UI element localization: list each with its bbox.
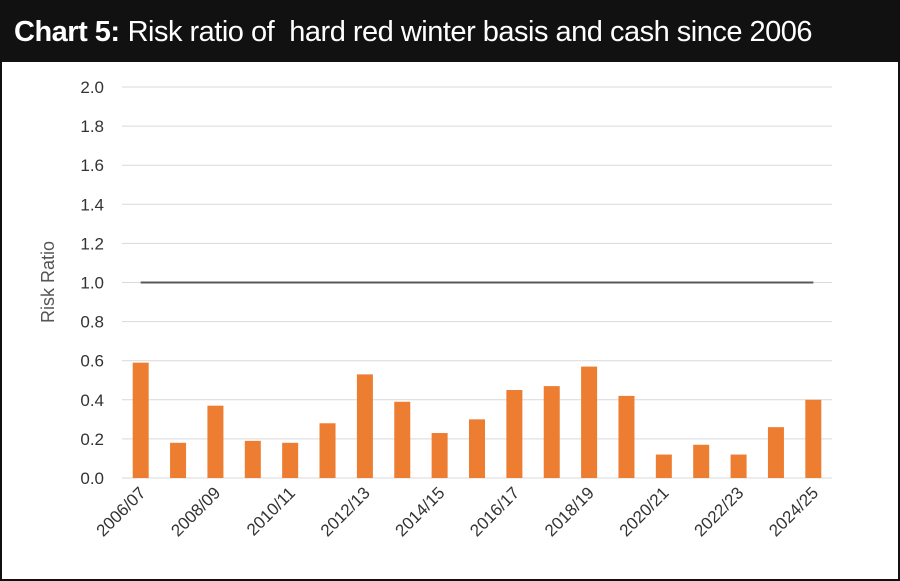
y-tick-label: 1.4 [80, 195, 104, 214]
bar-2013-14 [394, 401, 411, 478]
bar-2008-09 [207, 405, 224, 478]
x-tick-label: 2008/09 [167, 483, 224, 540]
x-tick-label: 2016/17 [466, 483, 523, 540]
y-tick-label: 1.6 [80, 156, 104, 175]
bar-2015-16 [469, 419, 485, 478]
y-axis-ticks: 0.0 0.2 0.4 0.6 0.8 1.0 1.2 1.4 1.6 1.8 2.0 [80, 78, 104, 488]
x-tick-label: 2006/07 [93, 483, 150, 540]
y-tick-label: 2.0 [80, 78, 104, 97]
y-tick-label: 0.6 [80, 352, 104, 371]
x-tick-label: 2012/13 [317, 483, 374, 540]
x-tick-label: 2020/21 [616, 483, 673, 540]
x-tick-label: 2022/23 [691, 483, 748, 540]
bar-2024-25 [805, 399, 822, 478]
y-tick-label: 0.2 [80, 430, 104, 449]
bar-2012-13 [356, 374, 373, 478]
x-tick-label: 2014/15 [392, 483, 449, 540]
bar-2016-17 [506, 390, 523, 478]
bar-2007-08 [170, 442, 187, 478]
bars [132, 362, 822, 478]
bar-2010-11 [282, 442, 299, 478]
bar-2023-24 [767, 427, 784, 478]
x-axis-ticks: 2006/07 2008/09 2010/11 2012/13 2014/15 2016/… [93, 483, 823, 540]
bar-2021-22 [693, 444, 710, 478]
chart-title: Chart 5: Risk ratio of hard red winter b… [2, 2, 898, 62]
y-tick-label: 1.0 [80, 274, 104, 293]
x-tick-label: 2010/11 [243, 483, 299, 539]
chart-number: Chart 5: [14, 15, 120, 48]
bar-2018-19 [581, 366, 598, 478]
x-tick-label: 2024/25 [765, 483, 822, 540]
y-tick-label: 0.0 [80, 469, 104, 488]
y-tick-label: 1.2 [80, 234, 104, 253]
chart-title-text: Risk ratio of hard red winter basis and … [127, 15, 813, 48]
grid-lines [122, 86, 832, 479]
x-tick-label: 2018/19 [541, 483, 598, 540]
y-tick-label: 0.4 [80, 391, 104, 410]
bar-2009-10 [244, 440, 261, 478]
bar-2017-18 [543, 386, 560, 478]
bar-2019-20 [618, 395, 635, 478]
bar-2011-12 [319, 423, 336, 478]
bar-2014-15 [431, 433, 448, 478]
y-axis-label: Risk Ratio [38, 241, 58, 323]
y-tick-label: 0.8 [80, 313, 104, 332]
bar-2022-23 [730, 454, 747, 478]
y-tick-label: 1.8 [80, 117, 104, 136]
bar-2020-21 [655, 454, 672, 478]
bar-2006-07 [132, 362, 149, 478]
